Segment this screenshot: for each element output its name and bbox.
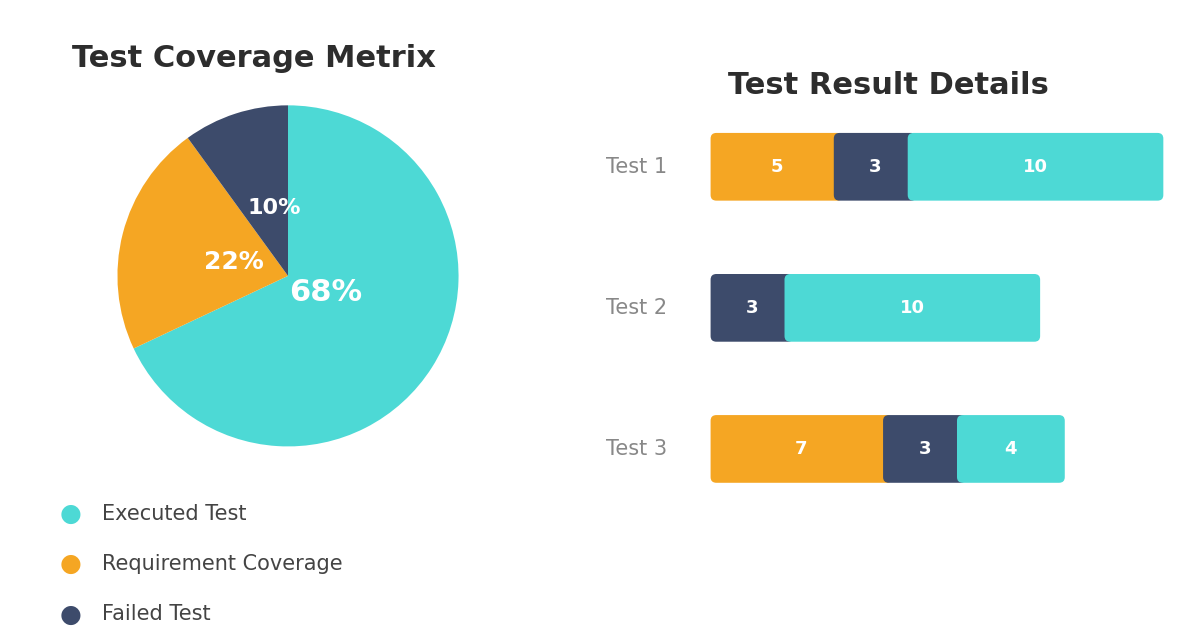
Text: 7: 7 bbox=[796, 440, 808, 458]
Text: 3: 3 bbox=[918, 440, 931, 458]
Text: 10: 10 bbox=[900, 299, 925, 317]
FancyBboxPatch shape bbox=[883, 415, 966, 483]
Text: Failed Test: Failed Test bbox=[102, 604, 211, 624]
Text: Test Result Details: Test Result Details bbox=[727, 71, 1049, 100]
Text: 3: 3 bbox=[746, 299, 758, 317]
Wedge shape bbox=[187, 105, 288, 276]
Text: ●: ● bbox=[60, 603, 82, 626]
FancyBboxPatch shape bbox=[785, 274, 1040, 342]
Text: 5: 5 bbox=[770, 158, 784, 176]
Text: ●: ● bbox=[60, 552, 82, 576]
Text: Test 3: Test 3 bbox=[606, 439, 667, 459]
Text: Test Coverage Metrix: Test Coverage Metrix bbox=[72, 44, 436, 73]
Wedge shape bbox=[118, 138, 288, 349]
Wedge shape bbox=[133, 105, 458, 446]
Text: 10: 10 bbox=[1024, 158, 1048, 176]
FancyBboxPatch shape bbox=[956, 415, 1064, 483]
FancyBboxPatch shape bbox=[834, 133, 917, 201]
FancyBboxPatch shape bbox=[710, 274, 793, 342]
Text: 22%: 22% bbox=[204, 250, 263, 274]
Text: 10%: 10% bbox=[247, 198, 301, 218]
Text: ●: ● bbox=[60, 502, 82, 526]
Text: Test 1: Test 1 bbox=[606, 157, 667, 177]
Text: 3: 3 bbox=[869, 158, 882, 176]
Text: Executed Test: Executed Test bbox=[102, 504, 246, 524]
FancyBboxPatch shape bbox=[710, 415, 893, 483]
FancyBboxPatch shape bbox=[710, 133, 844, 201]
Text: 4: 4 bbox=[1004, 440, 1018, 458]
FancyBboxPatch shape bbox=[907, 133, 1163, 201]
Text: 68%: 68% bbox=[289, 278, 362, 307]
Text: Test 2: Test 2 bbox=[606, 298, 667, 318]
Text: Requirement Coverage: Requirement Coverage bbox=[102, 554, 343, 574]
